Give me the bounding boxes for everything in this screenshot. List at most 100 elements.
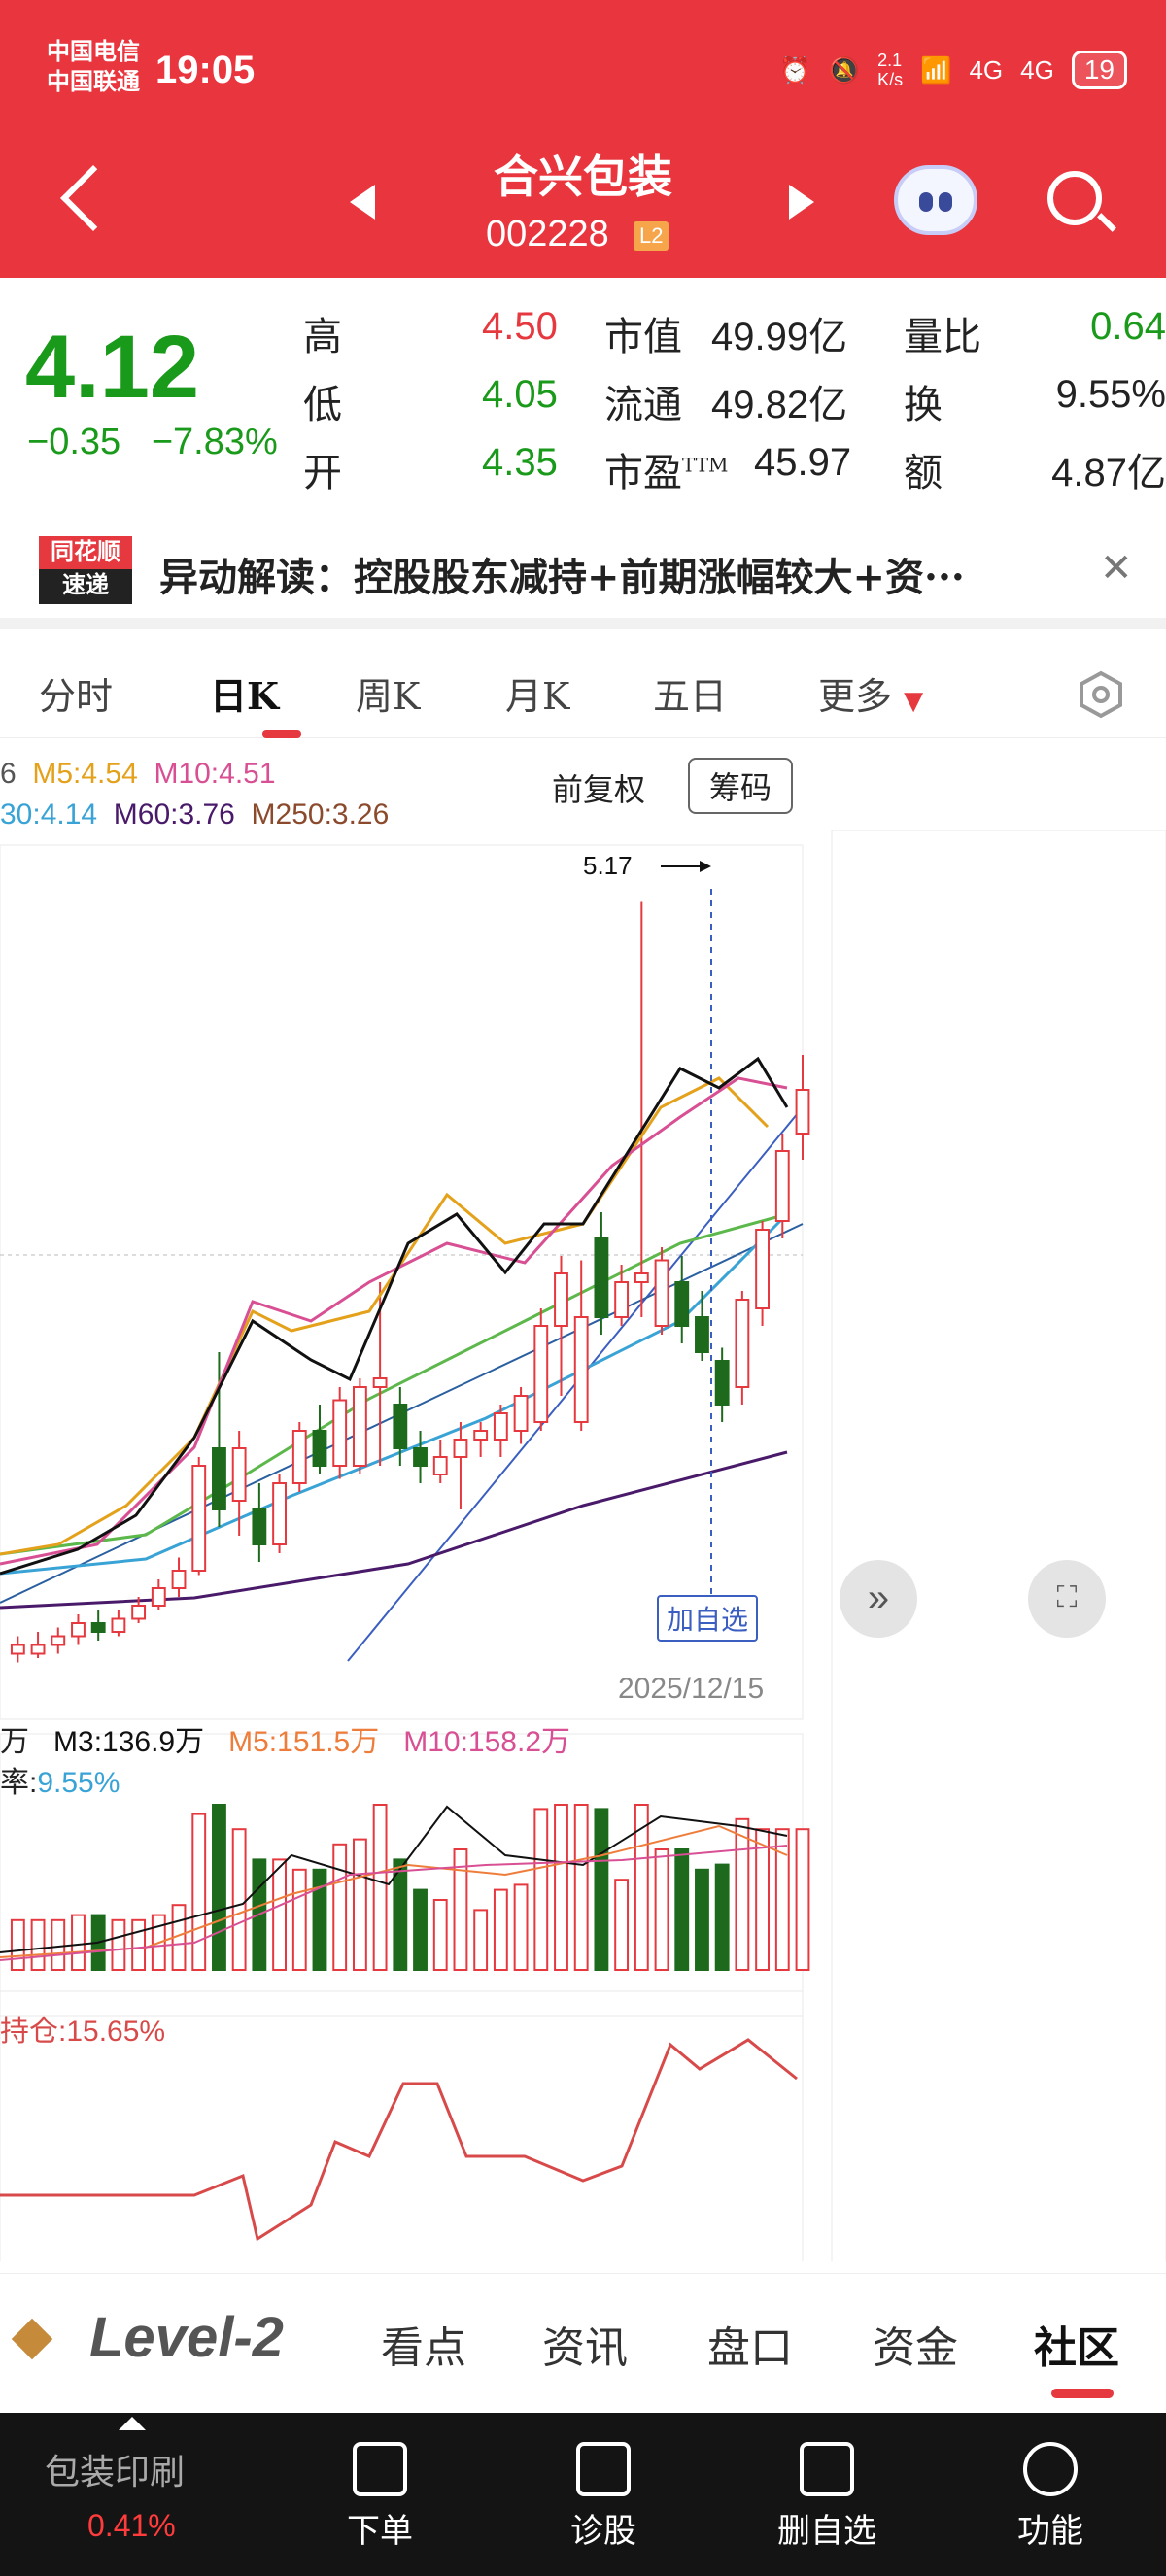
ths-logo-bottom: 速递 (62, 572, 109, 598)
tab-news[interactable]: 资讯 (542, 2323, 628, 2373)
volume-legend: 万 M3:136.9万 M5:151.5万 M10:158.2万 (0, 1717, 570, 1760)
candle-body (272, 1482, 287, 1545)
diagnose-button[interactable]: 诊股 (531, 2413, 676, 2576)
volume-bar (493, 1888, 508, 1971)
menu-circle-icon (1023, 2442, 1078, 2496)
candle-body (372, 1377, 388, 1388)
tab-capital[interactable]: 资金 (873, 2323, 958, 2373)
period-tabs: 分时 日K 周K 月K 五日 更多 ▼ (0, 631, 1166, 738)
ma30-label: 30:4.14 (0, 798, 98, 830)
signal-1: 4G (969, 54, 1004, 85)
order-icon (353, 2442, 407, 2496)
candle-body (554, 1272, 568, 1327)
candle-body (533, 1325, 549, 1423)
expand-up-icon[interactable] (119, 2417, 146, 2430)
turnover-trunc: 率: (0, 1767, 38, 1799)
vol-m10-line (0, 1845, 788, 1961)
volume-bar (212, 1804, 226, 1971)
candle-body (332, 1399, 348, 1467)
price-change: −0.35 −7.83% (27, 422, 278, 463)
candle-body (212, 1447, 226, 1510)
float-label: 流通 (604, 383, 682, 427)
tab-community[interactable]: 社区 (1034, 2323, 1119, 2373)
ma250-line (0, 1450, 788, 1610)
order-button[interactable]: 下单 (307, 2413, 453, 2576)
volume-bar (755, 1828, 771, 1971)
ths-express-logo: 同花顺 速递 (39, 536, 132, 604)
diagnose-label: 诊股 (570, 2512, 636, 2551)
level2-badge: L2 (634, 221, 669, 251)
volume-bar (795, 1828, 810, 1971)
candle-body (795, 1089, 810, 1135)
tab-monthly-k[interactable]: 月K (505, 675, 570, 718)
volume-bar (634, 1804, 649, 1971)
tab-highlights[interactable]: 看点 (381, 2323, 466, 2373)
add-watch-tag[interactable]: 加自选 (657, 1595, 759, 1642)
candle-body (151, 1587, 166, 1607)
volume-bar (111, 1918, 126, 1972)
fast-forward-icon[interactable]: » (840, 1560, 917, 1638)
turnover-value: 9.55% (1055, 373, 1166, 416)
function-label: 功能 (1017, 2512, 1083, 2551)
max-arrow-head (700, 861, 711, 872)
net-speed: 2.1 K/s (877, 51, 904, 89)
volume-bar (131, 1918, 147, 1972)
max-price-label: 5.17 (583, 851, 633, 880)
turnover-label: 换 (904, 383, 943, 427)
fullscreen-icon[interactable]: ⛶ (1028, 1560, 1106, 1638)
holding-line (0, 2038, 798, 2242)
volume-bar (594, 1808, 609, 1972)
ma10-label: M10:4.51 (154, 758, 276, 790)
tab-five-day[interactable]: 五日 (653, 675, 728, 718)
ma-trunc-1: 6 (0, 758, 17, 790)
vol-m3-label: M3:136.9万 (53, 1726, 205, 1758)
volume-bar (312, 1868, 327, 1972)
candle-body (292, 1430, 307, 1484)
volume-bar (533, 1808, 549, 1972)
wifi-icon: 📶 (920, 54, 952, 85)
high-value: 4.50 (482, 305, 558, 348)
robot-assistant-icon[interactable] (894, 165, 977, 235)
volume-bar (774, 1828, 790, 1971)
tab-orderbook[interactable]: 盘口 (707, 2323, 793, 2373)
function-button[interactable]: 功能 (977, 2413, 1123, 2576)
volume-bar (453, 1848, 468, 1971)
news-alert-bar[interactable]: 同花顺 速递 异动解读：控股股东减持+前期涨幅较大+资··· ✕ (0, 507, 1166, 629)
bottom-action-bar: 包装印刷 0.41% 下单 诊股 删自选 功能 (0, 2413, 1166, 2576)
alert-text[interactable]: 异动解读：控股股东减持+前期涨幅较大+资··· (159, 555, 965, 600)
status-time: 19:05 (155, 49, 256, 91)
candles (10, 901, 810, 1663)
mute-icon: 🔕 (828, 54, 861, 85)
top-header: 中国电信 中国联通 19:05 ⏰ 🔕 2.1 K/s 📶 4G 4G 19 合… (0, 0, 1166, 278)
sector-name[interactable]: 包装印刷 (45, 2453, 186, 2492)
tab-weekly-k[interactable]: 周K (356, 675, 421, 718)
status-icons: ⏰ 🔕 2.1 K/s 📶 4G 4G 19 (779, 51, 1127, 89)
community-tab-indicator (1051, 2389, 1114, 2398)
next-stock-icon[interactable] (789, 185, 814, 220)
active-tab-indicator (262, 730, 301, 738)
tab-more[interactable]: 更多 ▼ (818, 666, 923, 720)
candle-body (695, 1316, 709, 1353)
kline-chart-area[interactable]: 6 M5:4.54 M10:4.51 30:4.14 M60:3.76 M250… (0, 738, 1166, 2261)
volume-bar (735, 1817, 750, 1972)
prev-stock-icon[interactable] (350, 185, 375, 220)
pe-value: 45.97 (754, 441, 852, 484)
close-icon[interactable]: ✕ (1100, 547, 1133, 590)
candle-body (473, 1430, 489, 1441)
tab-intraday[interactable]: 分时 (39, 675, 114, 718)
volume-bar (352, 1838, 367, 1971)
candle-body (432, 1456, 448, 1475)
search-icon[interactable] (1047, 171, 1102, 225)
quote-panel: 4.12 −0.35 −7.83% 高 低 开 4.50 4.05 4.35 市… (0, 278, 1166, 507)
tab-daily-k[interactable]: 日K (210, 674, 280, 718)
volume-bar (413, 1888, 428, 1971)
volume-bar (10, 1918, 25, 1972)
volume-bar (30, 1918, 46, 1972)
pe-ttm: TTM (682, 453, 729, 477)
price-adjust-label[interactable]: 前复权 (552, 771, 646, 808)
remove-watchlist-button[interactable]: 删自选 (754, 2413, 900, 2576)
chip-distribution-button[interactable]: 筹码 (688, 758, 794, 814)
settings-icon[interactable] (1077, 670, 1125, 719)
pe-label-text: 市盈 (604, 451, 682, 495)
tab-level2[interactable]: Level-2 (89, 2306, 284, 2369)
